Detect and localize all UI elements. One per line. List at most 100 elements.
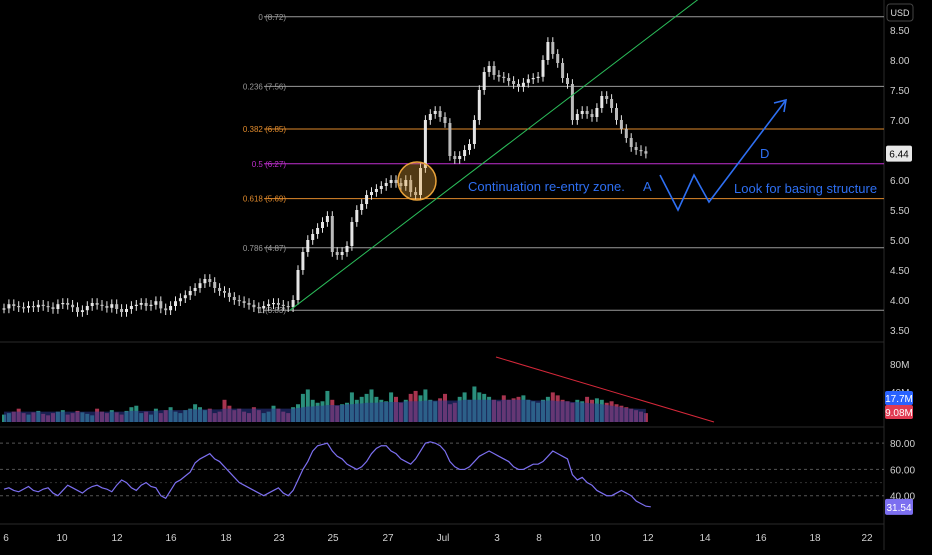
rsi-tick-label: 80.00: [890, 439, 915, 450]
x-axis-label: 27: [382, 533, 394, 544]
candle-body: [487, 66, 491, 72]
candle-body: [619, 120, 623, 129]
candle-body: [492, 66, 496, 75]
candle-body: [521, 82, 525, 87]
candle-body: [477, 90, 481, 120]
rsi-tick-label: 60.00: [890, 465, 915, 476]
candle-body: [164, 308, 168, 311]
candle-body: [379, 186, 383, 189]
rsi-pane: [0, 441, 884, 508]
price-tick-label: 7.50: [890, 86, 910, 97]
candle-body: [507, 78, 511, 81]
candle-body: [56, 304, 60, 309]
candle-body: [232, 297, 236, 300]
volume-ma-badge: [885, 391, 913, 405]
candle-body: [139, 303, 143, 305]
candle-body: [384, 183, 388, 186]
circle-highlight: [397, 161, 437, 201]
candle-body: [468, 144, 471, 150]
candle-body: [605, 96, 609, 99]
fib-layer: 0 (8.72) 0.236 (7.56) 0.382 (6.85) 0.5 (6.2…: [243, 13, 884, 315]
candle-body: [252, 304, 256, 308]
candle-body: [497, 75, 501, 77]
candle-body: [463, 150, 467, 156]
projection-path: [659, 99, 787, 212]
candle-body: [325, 216, 329, 222]
price-tick-label: 4.50: [890, 266, 910, 277]
candle-body: [355, 210, 359, 222]
x-axis-label: 22: [861, 533, 873, 544]
volume-ma-area: [4, 399, 646, 422]
candle-body: [370, 192, 373, 195]
candle-body: [330, 216, 334, 252]
candle-body: [438, 111, 442, 117]
fib-label: 0.618 (5.69): [243, 195, 286, 204]
candle-body: [374, 189, 378, 192]
candle-body: [365, 195, 369, 204]
candle-body: [90, 303, 94, 306]
arrow-head: [773, 98, 787, 113]
candle-body: [428, 114, 432, 120]
candle-body: [433, 111, 437, 114]
candle-body: [634, 147, 638, 150]
currency-button: [886, 3, 914, 22]
candle-body: [267, 304, 271, 306]
candle-body: [80, 310, 84, 312]
candle-body: [350, 222, 354, 246]
price-tick-label: 4.00: [890, 296, 910, 307]
candle-body: [159, 301, 163, 309]
x-axis-label: 10: [589, 533, 601, 544]
candle-body: [227, 292, 231, 297]
candle-body: [22, 307, 26, 309]
volume-trendline: [495, 356, 715, 423]
x-axis-label: 12: [111, 533, 123, 544]
candle-body: [541, 60, 545, 77]
candle-body: [414, 192, 418, 195]
x-axis-label: 18: [220, 533, 232, 544]
currency-button-label: USD: [890, 8, 910, 18]
candle-body: [85, 306, 89, 311]
x-axis-label: 25: [327, 533, 339, 544]
candle-body: [482, 72, 486, 90]
price-tick-label: 6.00: [890, 176, 910, 187]
candle-body: [36, 304, 40, 308]
candle-body: [556, 54, 560, 63]
price-tick-label: 5.00: [890, 236, 910, 247]
candle-body: [629, 138, 633, 147]
candle-body: [615, 108, 618, 120]
candle-body: [610, 99, 614, 108]
candle-body: [423, 120, 427, 168]
rsi-tick-label: 40.00: [890, 492, 915, 503]
candle-body: [247, 303, 251, 305]
drawings: Continuation re-entry zone. A D Look for ba…: [289, 0, 877, 423]
volume-tick-label: 80M: [890, 360, 909, 371]
candle-body: [321, 222, 324, 228]
fib-label: 0.236 (7.56): [243, 82, 286, 91]
candle-body: [409, 180, 413, 192]
candle-body: [7, 304, 11, 309]
candle-body: [183, 295, 187, 299]
candle-body: [257, 307, 261, 309]
candle-body: [585, 111, 589, 114]
fib-label: 0.786 (4.87): [243, 244, 286, 253]
current-price-badge: [886, 145, 912, 162]
candle-body: [570, 84, 574, 120]
rsi-current-badge: [885, 498, 913, 515]
candle-body: [595, 108, 599, 117]
candle-body: [31, 306, 35, 308]
x-axis-label: 8: [536, 533, 542, 544]
candle-body: [242, 301, 246, 303]
price-tick-label: 8.50: [890, 26, 910, 37]
candle-body: [71, 304, 75, 308]
candle-body: [301, 252, 305, 270]
candle-body: [27, 306, 30, 308]
candle-body: [389, 180, 393, 183]
candle-body: [125, 309, 128, 312]
candle-body: [276, 303, 280, 305]
candle-body: [144, 303, 148, 306]
candle-body: [129, 306, 133, 309]
candle-body: [546, 42, 550, 60]
volume-bar: [305, 389, 310, 422]
x-axis-label: 10: [56, 533, 68, 544]
